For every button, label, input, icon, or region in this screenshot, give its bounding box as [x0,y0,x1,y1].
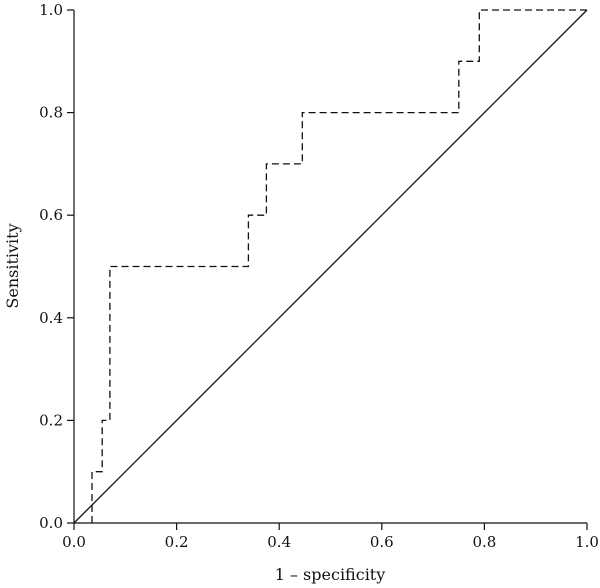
axes [73,10,587,524]
x-tick-label: 0.6 [370,533,394,551]
x-ticks: 0.0 0.2 0.4 0.6 0.8 1.0 [62,523,599,551]
series-group [73,9,588,524]
y-tick-label: 0.4 [39,309,63,327]
y-tick-label: 0.6 [39,206,63,224]
y-tick-label: 0.8 [39,104,63,122]
y-ticks: 0.0 0.2 0.4 0.6 0.8 1.0 [39,1,74,532]
roc-curve-line [91,9,587,523]
reference-diagonal-line [73,9,588,524]
x-tick-label: 0.0 [62,533,86,551]
y-tick-label: 0.2 [39,411,63,429]
y-tick-label: 0.0 [39,514,63,532]
x-tick-label: 1.0 [575,533,599,551]
y-axis-title: Sensitivity [3,223,22,308]
x-tick-label: 0.4 [267,533,291,551]
x-axis-title: 1 – specificity [275,565,386,584]
y-tick-label: 1.0 [39,1,63,19]
x-tick-label: 0.8 [472,533,496,551]
x-tick-label: 0.2 [165,533,189,551]
